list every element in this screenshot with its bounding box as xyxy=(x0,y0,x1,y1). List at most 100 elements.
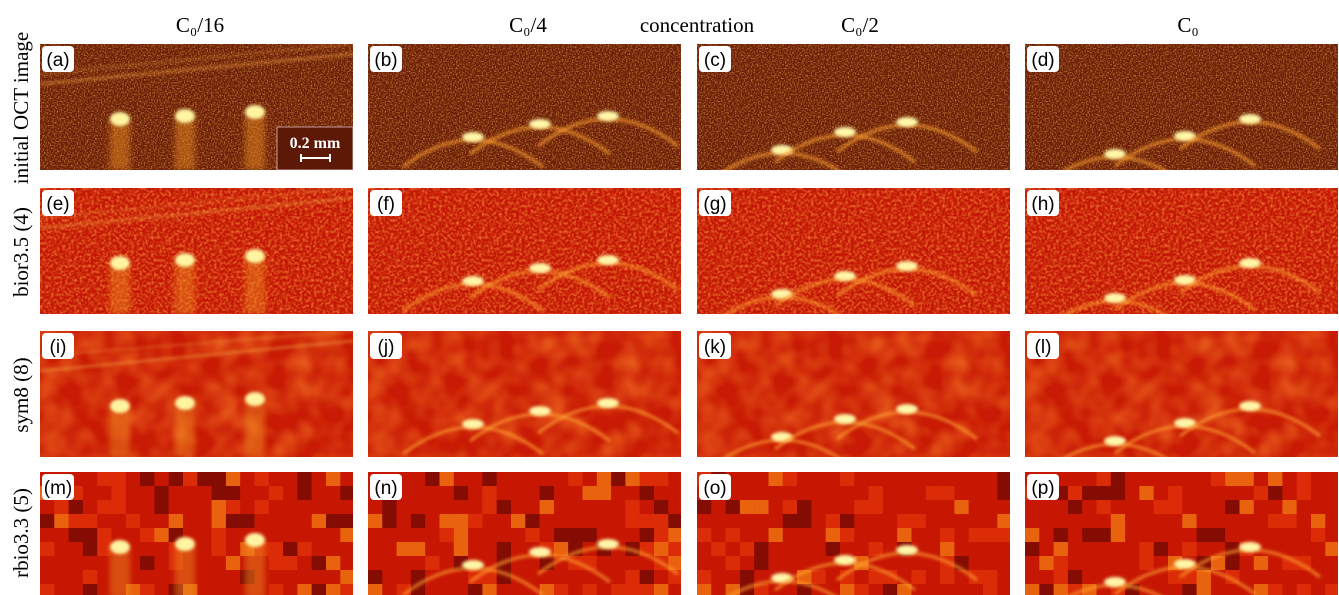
tube xyxy=(110,263,130,314)
pixel-block xyxy=(1182,528,1197,543)
surface-line xyxy=(40,53,353,85)
pixel-block xyxy=(625,584,640,595)
pixel-block xyxy=(1253,472,1269,487)
pixel-block xyxy=(240,472,255,487)
panel-label: (f) xyxy=(377,194,395,215)
pixel-block xyxy=(582,528,597,543)
pixel-block xyxy=(1110,528,1126,543)
pixel-block xyxy=(326,514,341,529)
pixel-block xyxy=(1082,472,1097,487)
pixel-block xyxy=(197,570,212,585)
pixel-block xyxy=(82,528,98,543)
pixel-block xyxy=(225,472,241,487)
pixel-block xyxy=(453,486,469,501)
pixel-block xyxy=(168,514,184,529)
pixel-block xyxy=(868,472,883,487)
pixel-block xyxy=(825,514,841,529)
label-box xyxy=(42,333,74,359)
pixel-block xyxy=(625,570,640,585)
pixel-block xyxy=(1311,556,1326,571)
bright-spot xyxy=(834,555,856,565)
pixel-block xyxy=(897,472,912,487)
label-box xyxy=(699,190,731,216)
pixel-block xyxy=(825,472,841,487)
label-box xyxy=(699,46,731,72)
pixel-block xyxy=(525,514,540,529)
bright-spot xyxy=(896,545,918,555)
bright-spot xyxy=(597,255,619,265)
pixel-block xyxy=(997,486,1010,501)
pixel-block xyxy=(525,570,540,585)
pixel-block xyxy=(668,500,681,515)
pixel-block xyxy=(1268,528,1283,543)
pixel-block xyxy=(654,528,669,543)
pixel-block xyxy=(1082,486,1097,501)
pixel-block xyxy=(854,514,869,529)
tube xyxy=(175,116,195,170)
pixel-block xyxy=(654,584,669,595)
pixel-block xyxy=(1039,514,1054,529)
panel: (k) xyxy=(697,331,1010,457)
pixel-block xyxy=(410,528,426,543)
pixel-block xyxy=(439,472,454,487)
bright-spot xyxy=(834,271,856,281)
bright-spot xyxy=(1174,131,1196,141)
pixel-block xyxy=(468,542,483,557)
pixel-block xyxy=(854,472,869,487)
pixel-block xyxy=(539,472,554,487)
pixel-block xyxy=(983,556,998,571)
pixel-block xyxy=(525,556,540,571)
pixel-block xyxy=(897,514,912,529)
pixel-block xyxy=(1210,514,1226,529)
pixel-block xyxy=(1268,556,1283,571)
pixel-block xyxy=(326,584,341,595)
pixel-block xyxy=(739,472,755,487)
pixel-block xyxy=(568,528,583,543)
pixel-block xyxy=(1110,486,1126,501)
pixel-block xyxy=(868,514,883,529)
pixel-block xyxy=(625,486,640,501)
pixel-block xyxy=(654,500,669,515)
pixel-block xyxy=(225,542,241,557)
pixel-block xyxy=(1096,514,1111,529)
pixel-block xyxy=(925,472,941,487)
pixel-block xyxy=(197,528,212,543)
pixel-block xyxy=(1210,500,1226,515)
pixel-block xyxy=(40,542,55,557)
pixel-block xyxy=(611,584,626,595)
pixel-block xyxy=(439,556,454,571)
pixel-block xyxy=(1225,584,1240,595)
pixel-block xyxy=(997,556,1010,571)
pixel-block xyxy=(811,486,826,501)
pixel-block xyxy=(68,514,83,529)
label-box xyxy=(370,333,402,359)
column-header: C₀/4 xyxy=(509,13,547,37)
pixel-block xyxy=(925,486,941,501)
pixel-block xyxy=(1210,486,1226,501)
noise xyxy=(368,331,681,457)
pixel-block xyxy=(225,528,241,543)
pixel-block xyxy=(797,500,812,515)
pixel-block xyxy=(68,542,83,557)
pixel-block xyxy=(225,570,241,585)
pixel-block xyxy=(425,556,440,571)
row-label: sym8 (8) xyxy=(9,357,33,432)
pixel-block xyxy=(197,514,212,529)
pixel-block xyxy=(1282,514,1297,529)
pixel-block xyxy=(1053,514,1068,529)
pixel-block xyxy=(639,514,655,529)
pixel-block xyxy=(897,486,912,501)
pixel-block xyxy=(739,542,755,557)
pixel-block xyxy=(1067,528,1083,543)
pixel-block xyxy=(825,570,841,585)
pixel-block xyxy=(754,500,769,515)
pixel-block xyxy=(811,514,826,529)
pixel-block xyxy=(1325,528,1338,543)
pixel-block xyxy=(625,528,640,543)
bright-spot xyxy=(1239,258,1261,268)
pixel-block xyxy=(140,514,155,529)
pixel-block xyxy=(654,514,669,529)
pixel-block xyxy=(582,500,597,515)
pixel-block xyxy=(1125,472,1140,487)
pixel-block xyxy=(311,500,327,515)
